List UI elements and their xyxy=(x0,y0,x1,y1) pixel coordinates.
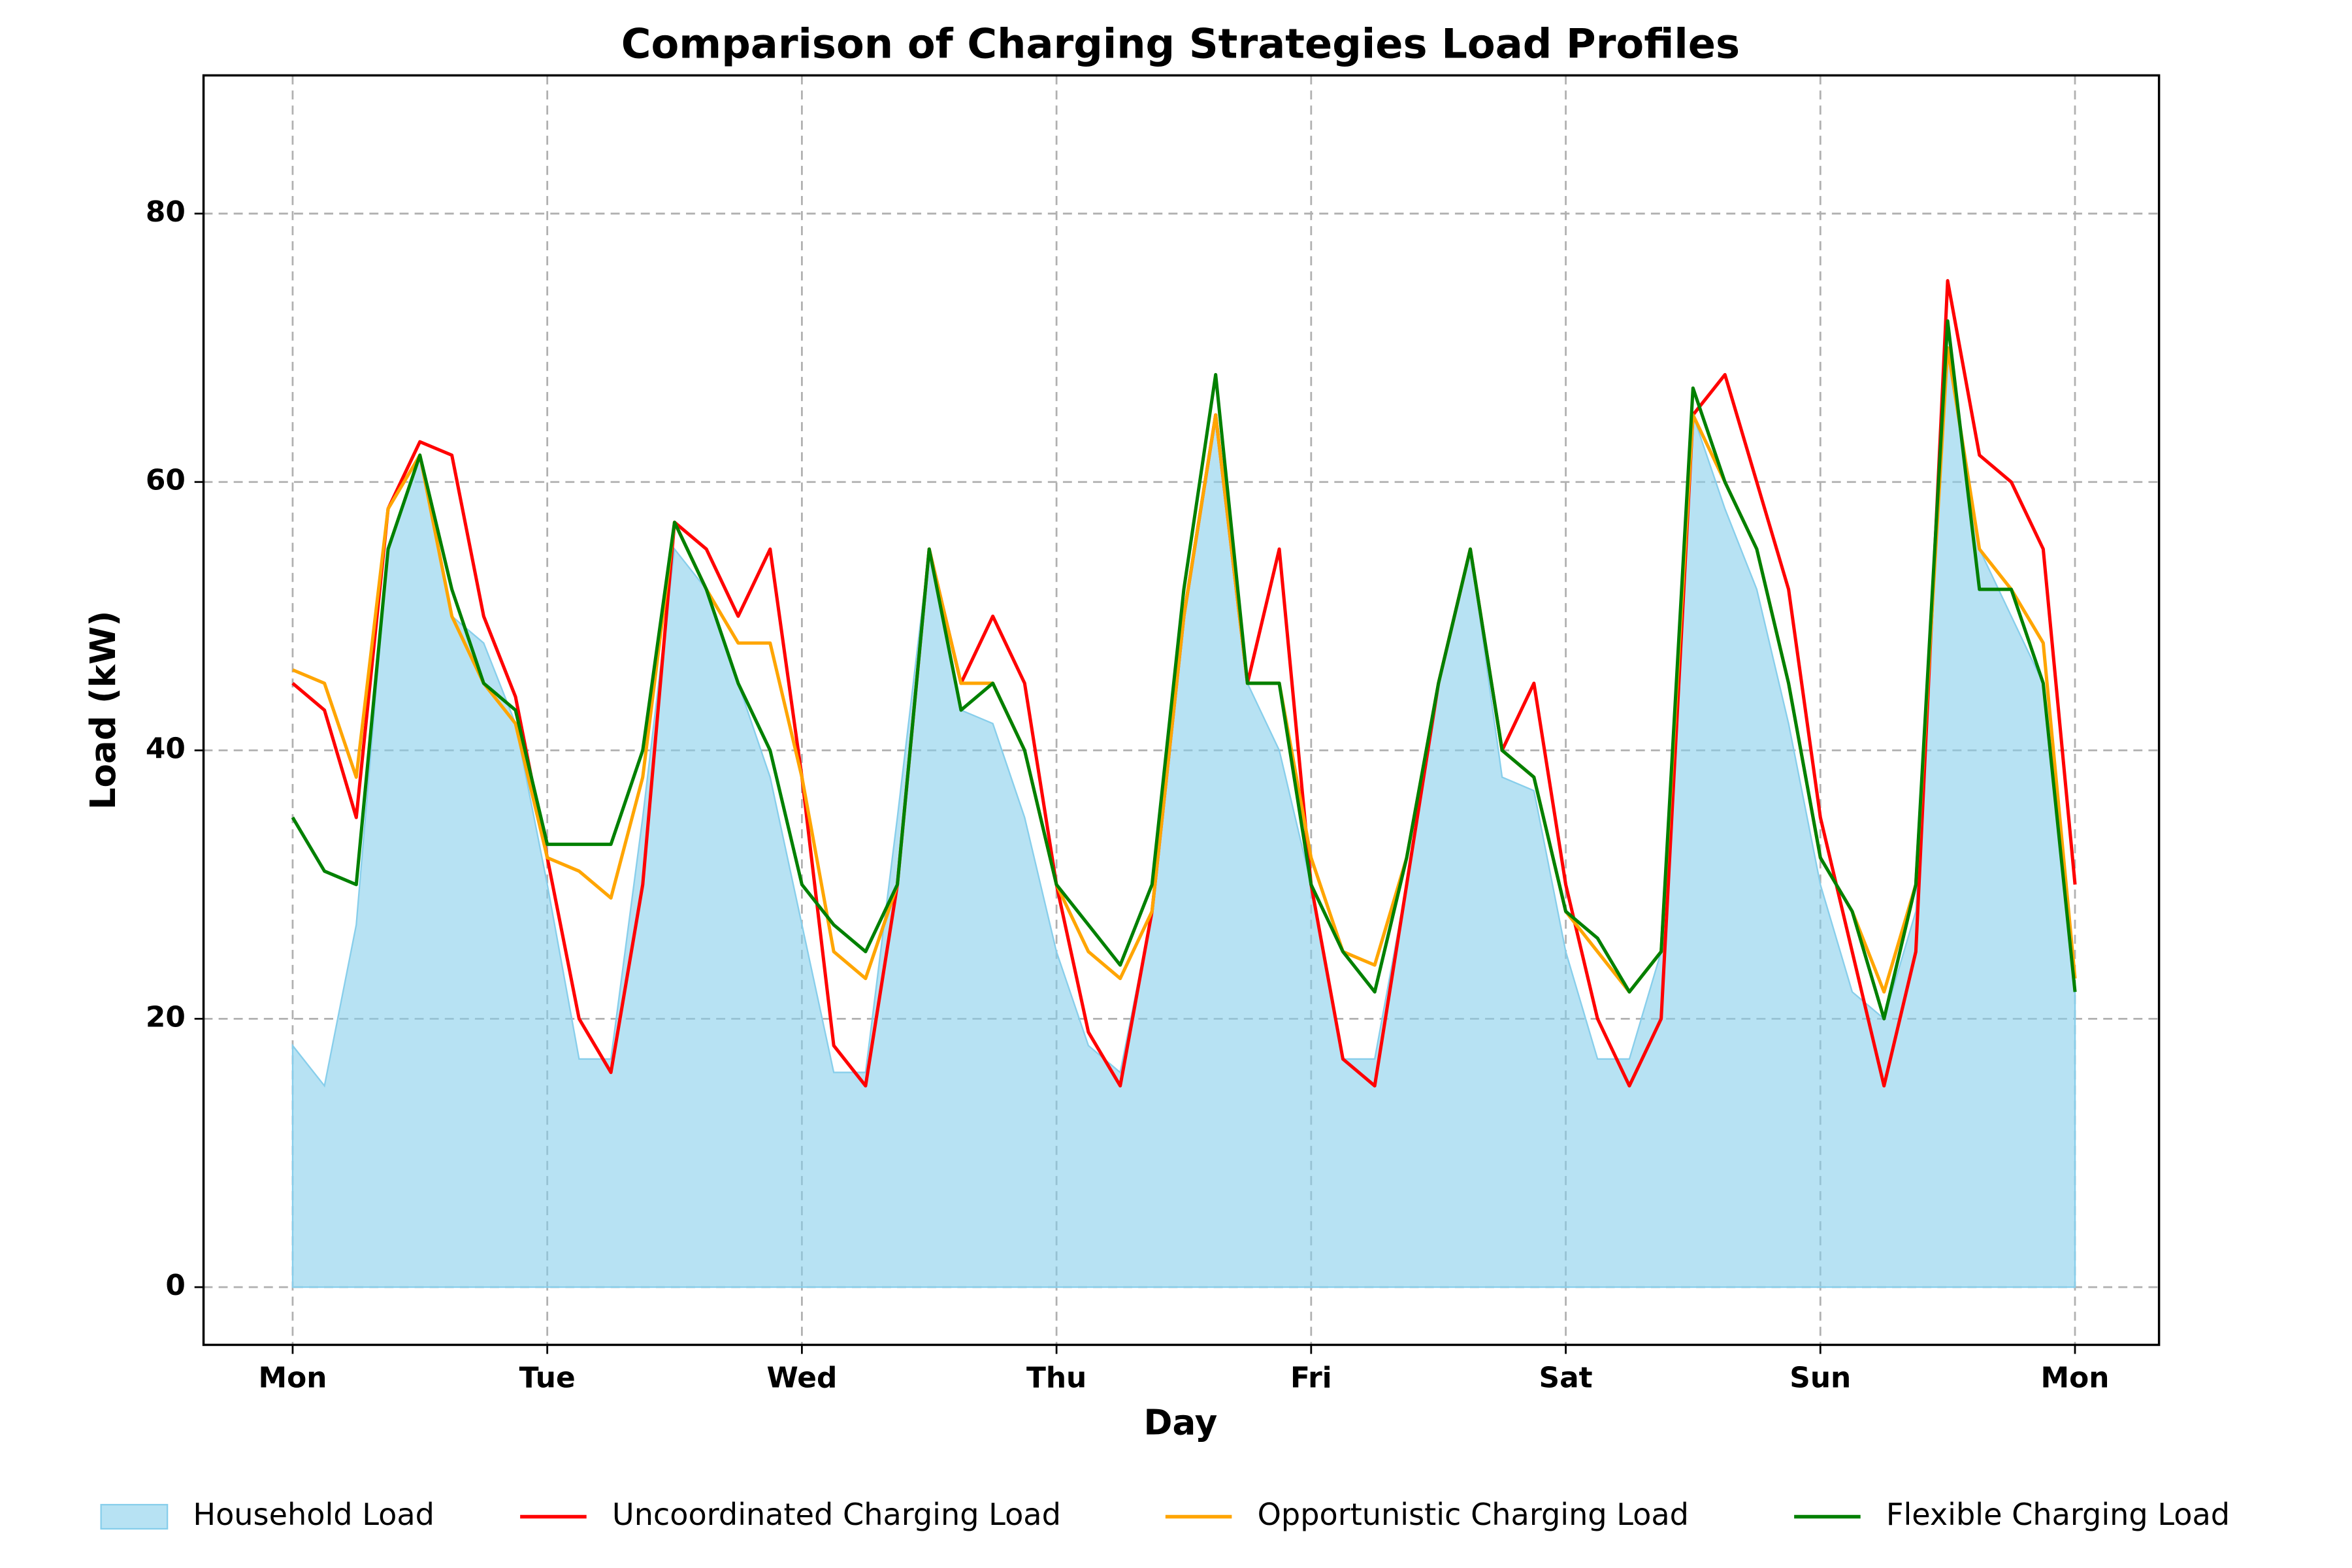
plot-frame xyxy=(202,74,2161,1347)
legend-swatch xyxy=(100,1503,169,1530)
y-tick-label: 40 xyxy=(146,732,186,766)
chart-title: Comparison of Charging Strategies Load P… xyxy=(621,20,1740,68)
x-tick-label: Sat xyxy=(1539,1362,1593,1395)
line xyxy=(291,319,2077,1021)
x-tick-label: Wed xyxy=(766,1362,837,1395)
y-tick-label: 60 xyxy=(146,464,186,497)
x-tick-label: Fri xyxy=(1290,1362,1332,1395)
x-tick-label: Sun xyxy=(1789,1362,1851,1395)
y-axis-label: Load (kW) xyxy=(83,610,123,809)
y-tick-label: 80 xyxy=(146,195,186,229)
x-tick-label: Tue xyxy=(519,1362,576,1395)
legend-label: Household Load xyxy=(193,1497,434,1532)
x-tick-label: Mon xyxy=(2041,1362,2110,1395)
y-tick-label: 0 xyxy=(165,1269,185,1302)
legend-label: Flexible Charging Load xyxy=(1886,1497,2230,1532)
legend-label: Opportunistic Charging Load xyxy=(1258,1497,1689,1532)
x-axis-label: Day xyxy=(1144,1402,1218,1443)
y-tick-label: 20 xyxy=(146,1000,186,1034)
legend-label: Uncoordinated Charging Load xyxy=(612,1497,1061,1532)
x-tick-label: Mon xyxy=(258,1362,327,1395)
x-tick-label: Thu xyxy=(1026,1362,1086,1395)
